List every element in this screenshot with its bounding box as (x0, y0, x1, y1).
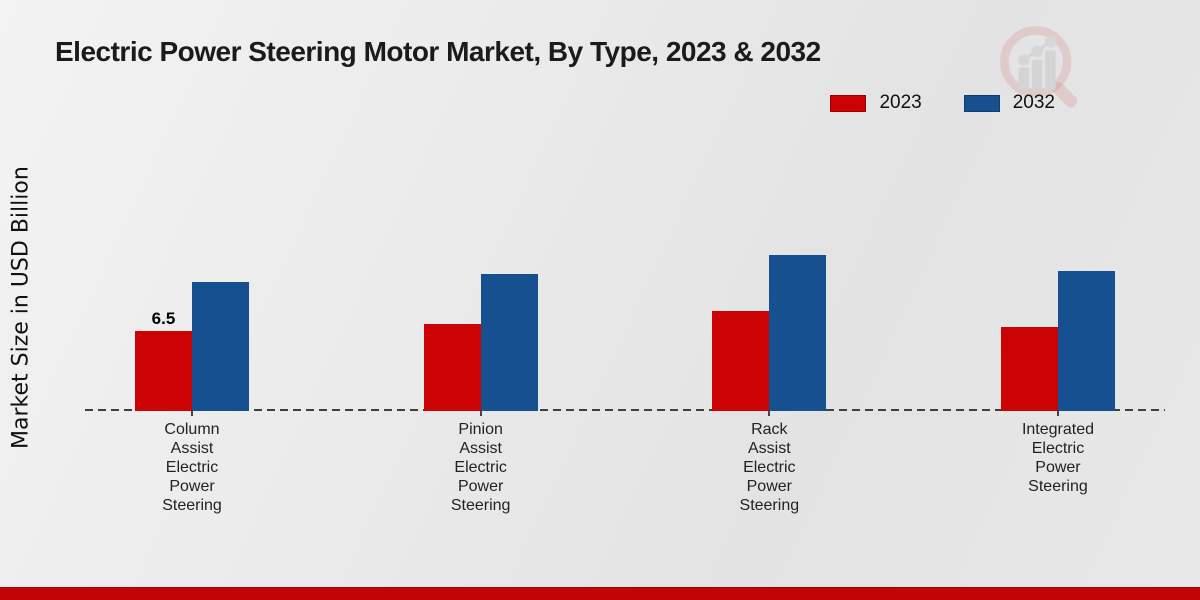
bar-2032-3 (1057, 270, 1115, 411)
category-cell-2: Rack Assist Electric Power Steering (712, 411, 826, 515)
x-tick (479, 411, 482, 416)
legend-swatch-icon (963, 94, 1000, 112)
category-axis: Column Assist Electric Power Steering Pin… (135, 411, 1115, 515)
bar-group-1 (423, 274, 538, 411)
category-cell-1: Pinion Assist Electric Power Steering (424, 411, 538, 515)
bar-2032-0 (192, 281, 249, 411)
legend-label: 2023 (879, 92, 922, 113)
bar-group-0: 6.5 (135, 281, 249, 411)
bar-2023-3 (1000, 327, 1058, 411)
x-tick (191, 411, 193, 416)
x-tick (1056, 411, 1059, 416)
category-label: Rack Assist Electric Power Steering (739, 421, 800, 514)
category-label: Column Assist Electric Power Steering (162, 421, 222, 514)
legend-item-2032: 2032 (963, 92, 1055, 114)
magnifier-bar-chart-logo-icon (1000, 26, 1078, 108)
x-tick (768, 411, 771, 416)
legend-item-2023: 2023 (830, 92, 922, 114)
bar-groups: 6.5 (135, 254, 1115, 411)
bar-2032-2 (769, 254, 827, 411)
category-cell-3: Integrated Electric Power Steering (1001, 411, 1115, 515)
bar-2032-1 (480, 274, 538, 411)
legend-swatch-icon (830, 94, 867, 112)
bar-2023-1 (423, 323, 481, 411)
legend: 2023 2032 (830, 92, 1055, 114)
legend-label: 2032 (1012, 92, 1055, 113)
category-cell-0: Column Assist Electric Power Steering (135, 411, 249, 515)
page-title: Electric Power Steering Motor Market, By… (55, 36, 821, 67)
bar-group-3 (1000, 270, 1115, 411)
x-axis-baseline (85, 409, 1165, 411)
category-label: Integrated Electric Power Steering (1021, 421, 1094, 495)
footer-stripe (0, 587, 1200, 600)
category-label: Pinion Assist Electric Power Steering (450, 421, 511, 514)
bar-value-label: 6.5 (151, 309, 176, 329)
bar-2023-2 (712, 311, 770, 411)
bar-group-2 (712, 254, 827, 411)
bar-2023-0: 6.5 (135, 309, 192, 411)
